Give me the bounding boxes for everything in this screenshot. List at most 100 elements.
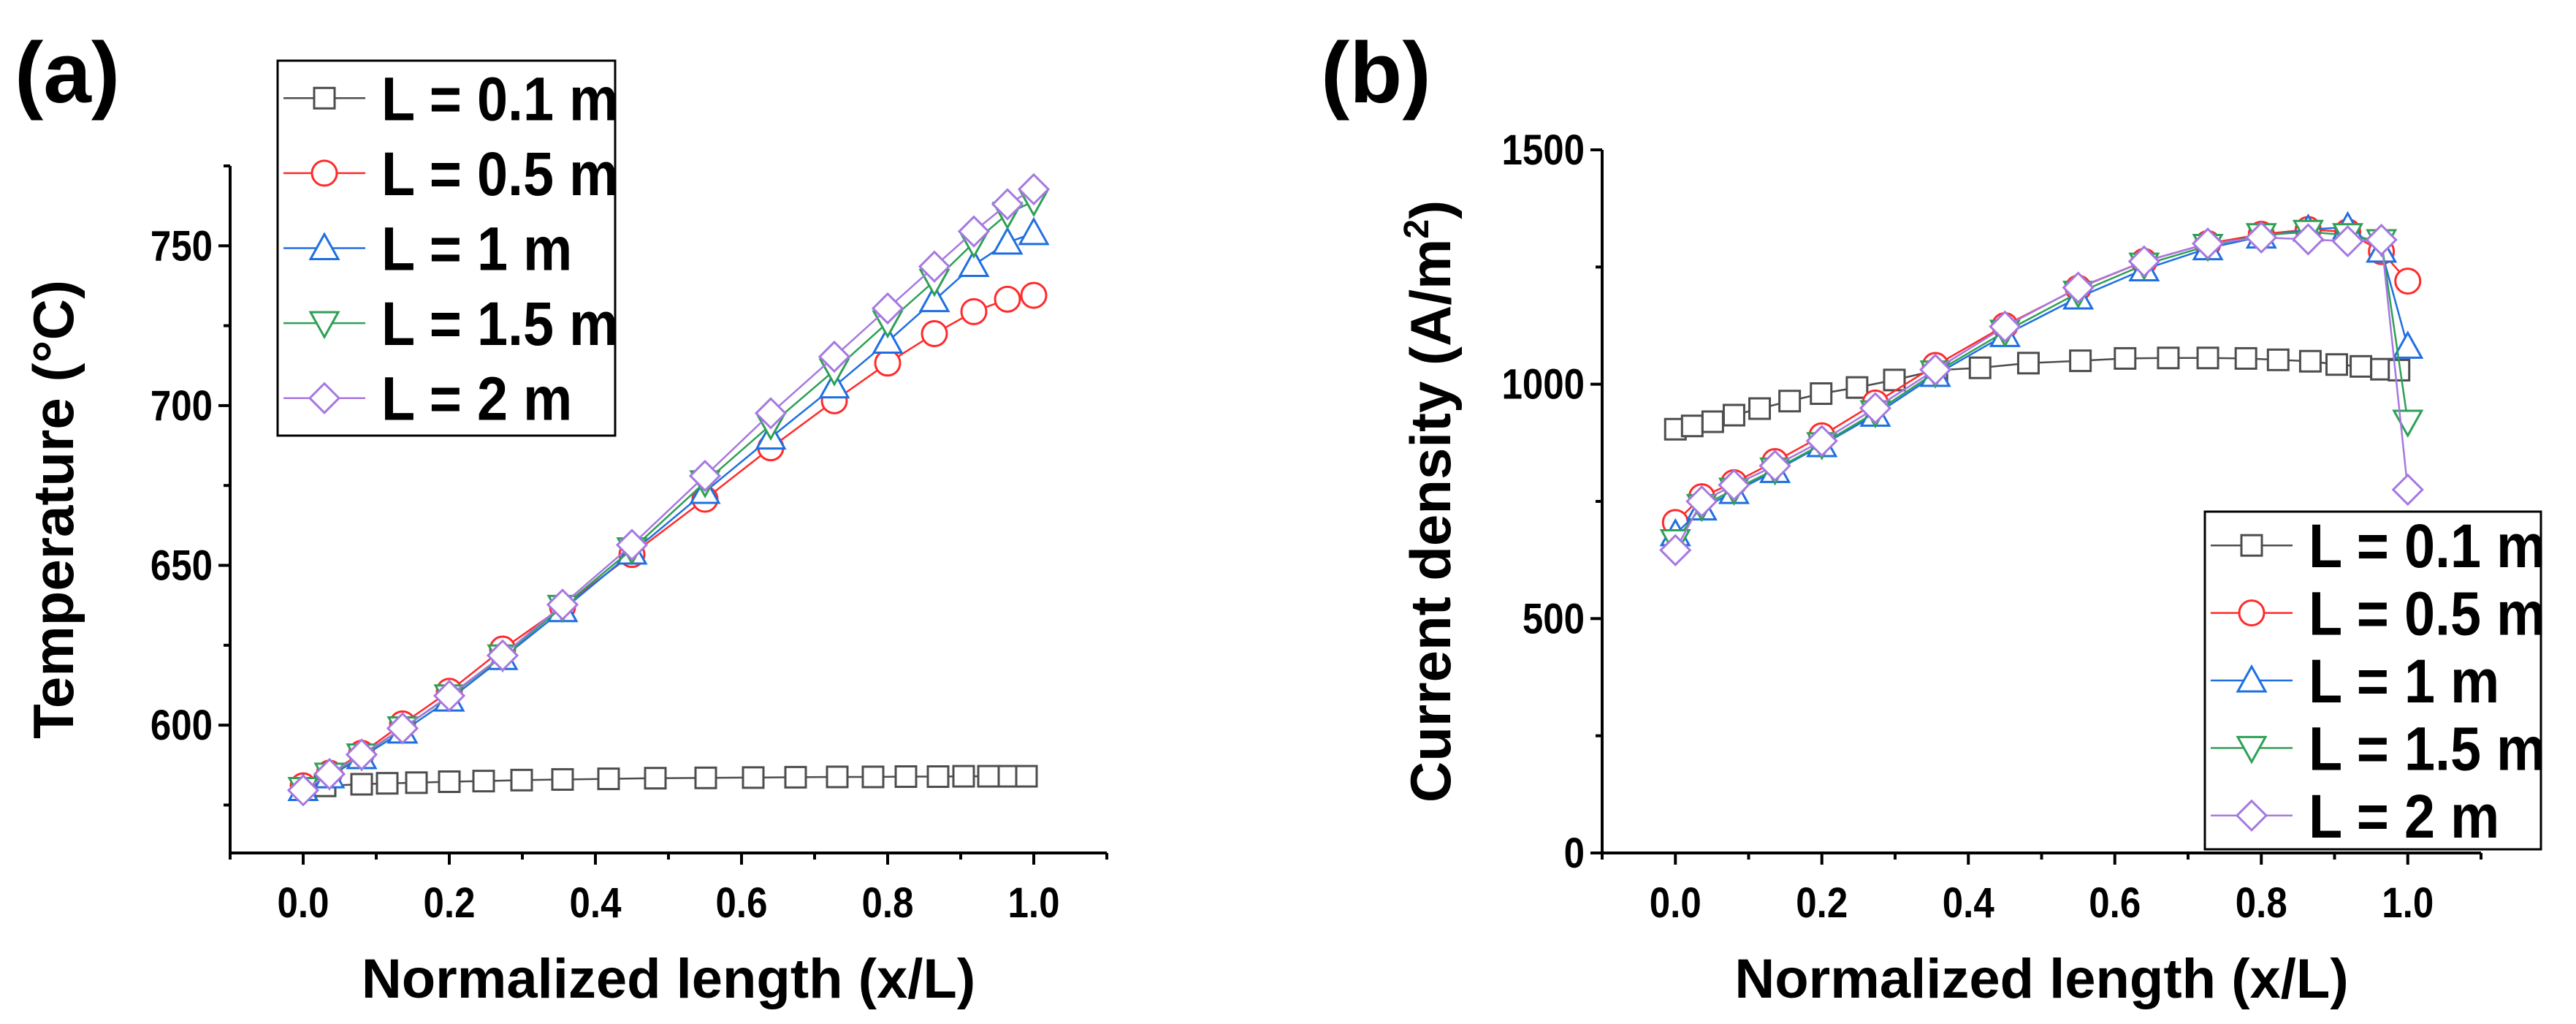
data-point	[2350, 354, 2373, 378]
y-axis-title: Temperature (°C)	[21, 280, 85, 739]
legend-label: L = 1 m	[381, 215, 572, 284]
data-point	[2266, 348, 2290, 371]
data-point	[2392, 409, 2424, 439]
data-point	[345, 738, 378, 771]
series-line	[302, 294, 1034, 787]
y-axis-title: Current density (A/m2)	[1398, 200, 1463, 803]
legend-label: L = 0.5 m	[2309, 580, 2545, 648]
series-l-0.1-m	[291, 765, 1038, 801]
data-point	[2245, 221, 2278, 254]
x-tick-label: 0.4	[1943, 879, 1995, 927]
data-point	[376, 772, 399, 795]
data-point	[2331, 224, 2364, 258]
data-point	[1758, 450, 1791, 482]
legend-label: L = 2 m	[381, 365, 572, 433]
data-point	[1919, 353, 1952, 386]
data-point	[1859, 392, 1892, 425]
data-point	[926, 765, 950, 789]
data-point	[546, 588, 579, 621]
panel-b-current-density-chart: (b) 0.0 0.2 0.4 0.6 0.8 1.0 0 500 1000 1500 Normali…	[1321, 25, 2545, 1010]
data-point	[1017, 172, 1051, 206]
series-line	[302, 188, 1034, 792]
x-tick-label: 1.0	[2382, 879, 2434, 927]
data-point	[2292, 223, 2325, 256]
data-point	[1748, 397, 1772, 420]
legend-marker	[308, 311, 340, 340]
series-l-0.1-m	[1664, 346, 2411, 441]
data-point	[472, 770, 495, 793]
x-tick-label: 0.8	[2236, 879, 2287, 927]
y-tick-label: 0	[1564, 830, 1585, 877]
data-point	[871, 292, 904, 325]
y-tick-label: 750	[150, 222, 213, 270]
y-axis-title-text: Temperature (°C)	[21, 280, 85, 739]
data-point	[754, 397, 788, 430]
data-point	[2157, 346, 2180, 370]
data-point	[1845, 376, 1869, 399]
data-point	[694, 766, 717, 789]
data-point	[405, 771, 428, 794]
data-point	[918, 284, 950, 313]
series-l-0.5-m	[1661, 216, 2422, 536]
data-point	[551, 767, 574, 791]
legend-marker	[313, 86, 336, 110]
panel-label: (a)	[15, 25, 120, 121]
data-point	[2394, 268, 2422, 295]
data-point	[994, 285, 1021, 313]
data-point	[2391, 473, 2424, 507]
x-tick-label: 0.2	[424, 879, 476, 927]
y-axis-title-end: )	[1398, 200, 1463, 219]
data-point	[977, 765, 1000, 788]
x-axis-title: Normalized length (x/L)	[1734, 948, 2348, 1010]
data-point	[991, 188, 1024, 221]
data-point	[1020, 281, 1048, 309]
legend-marker	[2236, 735, 2268, 765]
legend-marker	[2240, 534, 2263, 557]
data-point	[894, 765, 918, 789]
series-line	[1674, 230, 2409, 542]
data-point	[2325, 353, 2349, 376]
y-tick-label: 700	[150, 382, 213, 430]
legend: L = 0.1 mL = 0.5 mL = 1 mL = 1.5 mL = 2 …	[2203, 510, 2545, 851]
x-tick-label: 0.6	[2089, 879, 2141, 927]
data-point	[2392, 330, 2424, 359]
data-point	[2298, 349, 2322, 373]
legend-label: L = 0.5 m	[381, 140, 618, 208]
legend-marker	[308, 232, 340, 260]
legend-label: L = 0.1 m	[381, 65, 618, 134]
data-point	[386, 712, 419, 745]
data-point	[1015, 765, 1038, 788]
y-axis-title-superscript: 2	[1398, 219, 1436, 239]
data-point	[1989, 310, 2021, 343]
data-point	[826, 765, 849, 789]
series-l-1-m	[1659, 211, 2424, 547]
legend-marker	[2235, 799, 2268, 832]
legend-label: L = 0.1 m	[2309, 512, 2545, 581]
data-point	[957, 215, 991, 248]
x-tick-label: 0.0	[1650, 879, 1702, 927]
data-point	[952, 765, 975, 788]
data-point	[432, 679, 466, 713]
data-point	[510, 768, 533, 792]
legend-label: L = 1 m	[2309, 647, 2499, 716]
legend-label: L = 1.5 m	[2309, 715, 2545, 784]
data-point	[1685, 485, 1718, 518]
data-point	[2062, 271, 2095, 304]
data-point	[1680, 414, 1704, 438]
data-point	[874, 349, 902, 377]
x-tick-label: 0.2	[1796, 879, 1848, 927]
data-point	[644, 767, 667, 790]
y-tick-label: 1500	[1501, 126, 1585, 174]
panel-label: (b)	[1321, 25, 1431, 121]
series-l-2-m	[1659, 221, 2424, 566]
x-tick-label: 0.0	[278, 879, 329, 927]
data-point	[2196, 346, 2219, 370]
data-point	[958, 249, 990, 278]
data-point	[2114, 346, 2137, 370]
series-line	[1674, 236, 2409, 551]
data-point	[1018, 216, 1050, 246]
data-point	[615, 528, 649, 561]
legend-marker	[2236, 664, 2268, 693]
data-point	[313, 757, 346, 791]
series-line	[302, 232, 1034, 790]
